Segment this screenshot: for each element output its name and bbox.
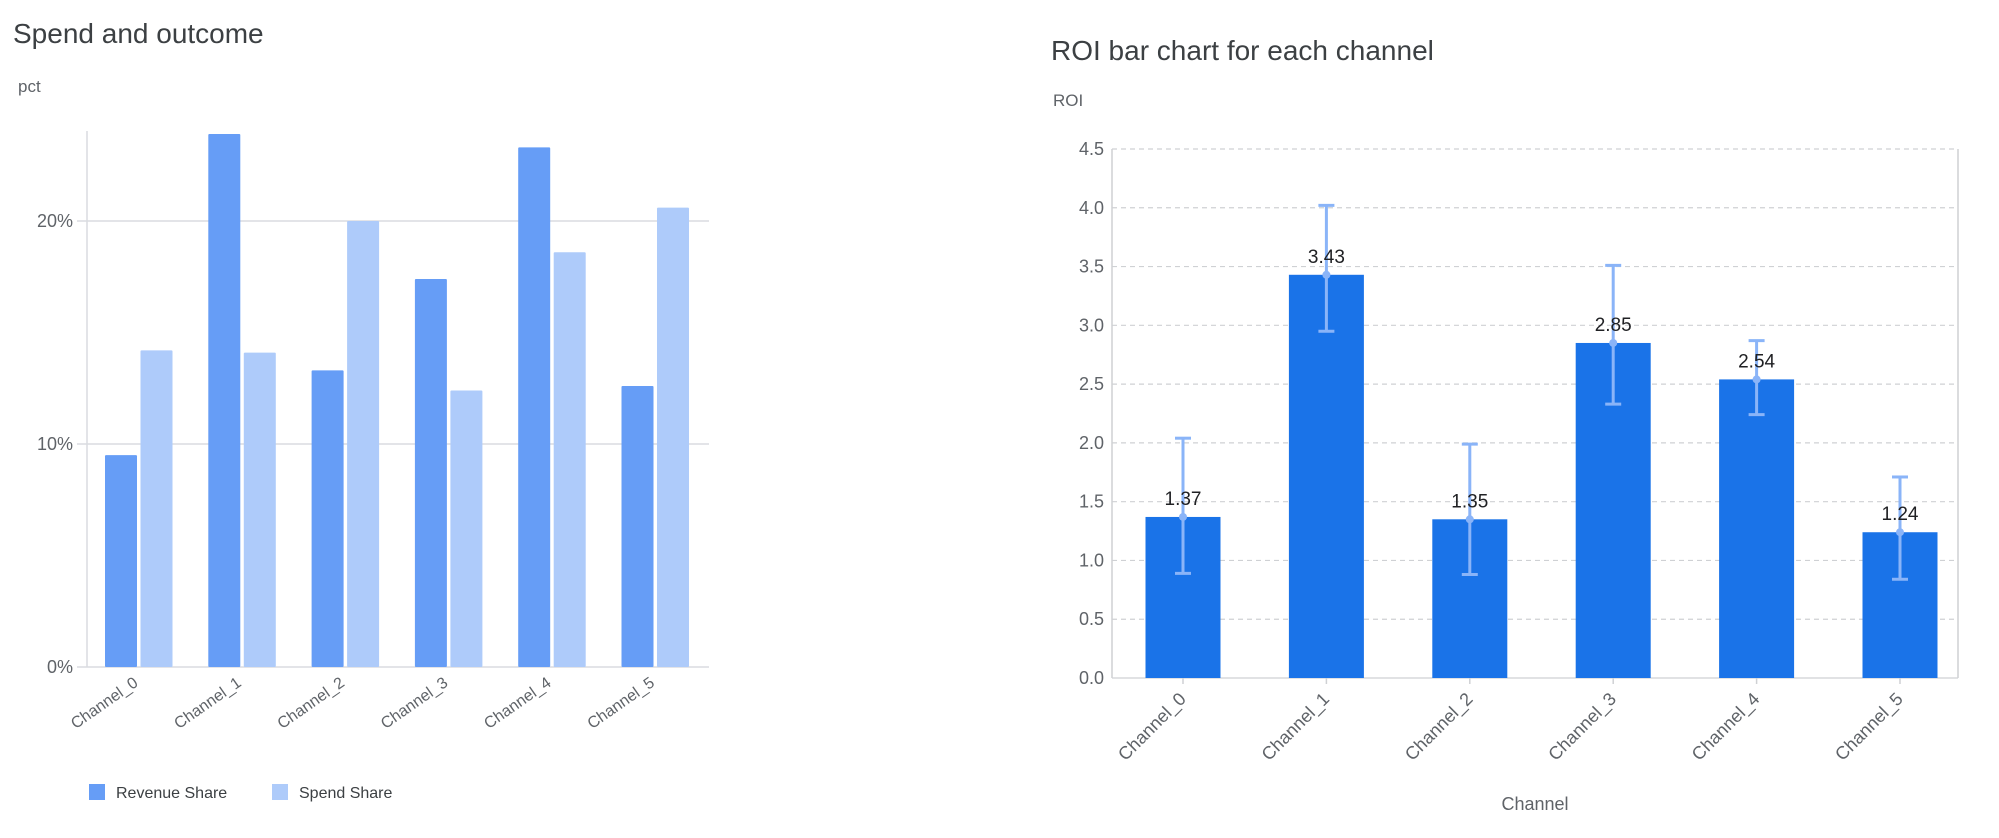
bar-spend-share <box>140 350 173 667</box>
error-point <box>1752 375 1761 384</box>
data-label: 2.54 <box>1738 351 1775 372</box>
y-tick-label: 0.0 <box>1079 668 1104 688</box>
y-axis-label: pct <box>18 77 41 96</box>
y-tick-label: 1.0 <box>1079 550 1104 570</box>
x-tick-label: Channel_5 <box>585 674 658 732</box>
x-tick-label: Channel_3 <box>1544 689 1620 765</box>
y-tick-label: 1.5 <box>1079 492 1104 512</box>
data-label: 1.37 <box>1165 489 1202 510</box>
x-tick-label: Channel_2 <box>1401 689 1477 765</box>
error-point <box>1609 338 1618 347</box>
legend-label-spend: Spend Share <box>299 785 393 802</box>
legend-swatch-revenue <box>89 784 105 800</box>
error-point <box>1322 270 1331 279</box>
chart-title: ROI bar chart for each channel <box>1051 35 1434 66</box>
data-label: 3.43 <box>1308 247 1345 268</box>
data-label: 1.24 <box>1882 504 1919 525</box>
error-point <box>1896 528 1904 537</box>
bar-revenue-share <box>208 134 241 667</box>
y-tick-label: 4.5 <box>1079 139 1104 159</box>
data-label: 2.85 <box>1595 315 1632 336</box>
y-tick-label: 3.5 <box>1079 257 1104 277</box>
x-tick-label: Channel_3 <box>378 674 451 732</box>
bar-spend-share <box>243 352 276 667</box>
bar-revenue-share <box>621 386 654 667</box>
x-tick-label: Channel_1 <box>171 674 244 732</box>
bar-roi <box>1288 274 1364 678</box>
legend-swatch-spend <box>272 784 288 800</box>
y-tick-label: 4.0 <box>1079 198 1104 218</box>
y-axis-label: ROI <box>1053 91 1083 110</box>
bar-roi <box>1719 379 1795 678</box>
x-tick-label: Channel_1 <box>1258 689 1334 765</box>
y-tick-label: 0.5 <box>1079 609 1104 629</box>
y-tick-label: 0% <box>47 657 73 677</box>
x-tick-label: Channel_5 <box>1831 689 1907 765</box>
bar-spend-share <box>657 207 689 667</box>
bar-spend-share <box>553 252 586 667</box>
data-label: 1.35 <box>1451 491 1488 512</box>
error-point <box>1465 515 1474 524</box>
bar-spend-share <box>347 221 380 667</box>
x-tick-label: Channel_0 <box>68 674 141 732</box>
bar-spend-share <box>450 390 483 667</box>
x-tick-label: Channel_0 <box>1114 689 1190 765</box>
bar-revenue-share <box>311 370 344 667</box>
y-tick-label: 2.5 <box>1079 374 1104 394</box>
x-tick-label: Channel_4 <box>1688 689 1764 765</box>
bar-revenue-share <box>414 278 447 667</box>
y-tick-label: 10% <box>37 434 73 454</box>
x-tick-label: Channel_2 <box>275 674 348 732</box>
x-axis-label: Channel <box>1501 794 1568 814</box>
y-tick-label: 3.0 <box>1079 315 1104 335</box>
chart-title: Spend and outcome <box>13 18 264 49</box>
y-tick-label: 20% <box>37 211 73 231</box>
y-tick-label: 2.0 <box>1079 433 1104 453</box>
error-point <box>1179 512 1187 521</box>
spend-outcome-chart: Spend and outcome pct 0% 10% 20% Channel_0 C… <box>13 18 709 802</box>
x-tick-label: Channel_4 <box>481 674 554 732</box>
bar-revenue-share <box>105 455 137 667</box>
bar-revenue-share <box>518 147 551 667</box>
roi-chart: ROI bar chart for each channel ROI 0.0 0.… <box>1051 35 1959 814</box>
legend-label-revenue: Revenue Share <box>116 785 227 802</box>
